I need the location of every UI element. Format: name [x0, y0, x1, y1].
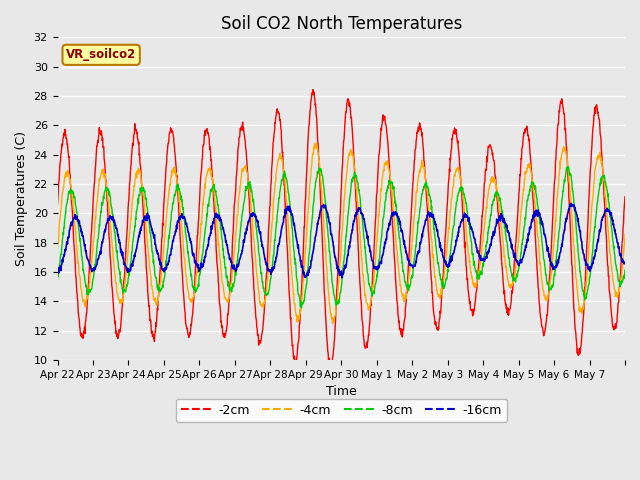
-4cm [621, 232, 629, 238]
-8cm [316, 167, 324, 173]
Title: Soil CO2 North Temperatures: Soil CO2 North Temperatures [221, 15, 462, 33]
-8cm [327, 262, 335, 267]
X-axis label: Time: Time [326, 385, 356, 398]
-16cm [54, 267, 61, 273]
-16cm [567, 201, 575, 206]
Y-axis label: Soil Temperatures (C): Soil Temperatures (C) [15, 131, 28, 266]
-8cm [559, 193, 566, 199]
-4cm [327, 312, 335, 317]
-8cm [621, 267, 629, 273]
-8cm [614, 278, 622, 284]
-2cm [327, 367, 335, 373]
-2cm [327, 361, 335, 367]
Line: -4cm: -4cm [58, 143, 625, 324]
-2cm [143, 264, 150, 269]
-16cm [476, 254, 483, 260]
-4cm [316, 170, 324, 176]
-16cm [316, 212, 323, 217]
-4cm [312, 140, 319, 146]
Line: -2cm: -2cm [58, 90, 625, 370]
-16cm [559, 238, 566, 243]
-8cm [143, 195, 150, 201]
-8cm [298, 305, 305, 311]
Line: -16cm: -16cm [58, 204, 625, 278]
-16cm [621, 260, 629, 265]
Line: -8cm: -8cm [58, 167, 625, 308]
-2cm [559, 104, 567, 110]
-16cm [326, 225, 334, 230]
-4cm [614, 291, 622, 297]
Legend: -2cm, -4cm, -8cm, -16cm: -2cm, -4cm, -8cm, -16cm [175, 398, 507, 421]
-4cm [476, 264, 484, 270]
-16cm [338, 275, 346, 281]
-16cm [143, 215, 150, 220]
-4cm [559, 146, 567, 152]
-8cm [476, 276, 483, 282]
-2cm [621, 194, 629, 200]
Text: VR_soilco2: VR_soilco2 [66, 48, 136, 61]
-8cm [564, 164, 572, 169]
-2cm [309, 87, 317, 93]
-2cm [316, 182, 324, 188]
-4cm [143, 226, 150, 231]
-8cm [54, 276, 61, 282]
-4cm [329, 321, 337, 326]
-4cm [54, 244, 61, 250]
-16cm [614, 245, 622, 251]
-2cm [54, 201, 61, 207]
-2cm [614, 300, 622, 305]
-2cm [476, 249, 484, 255]
